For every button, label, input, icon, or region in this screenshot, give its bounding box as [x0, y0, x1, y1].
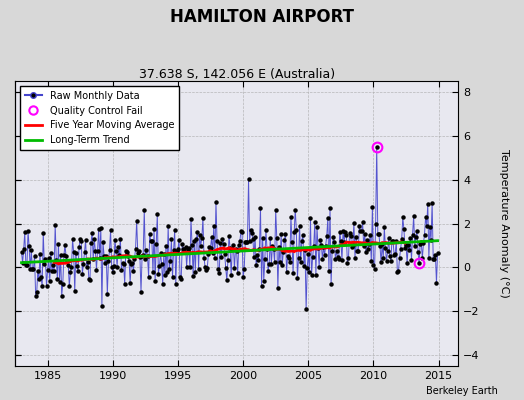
- Text: HAMILTON AIRPORT: HAMILTON AIRPORT: [170, 8, 354, 26]
- Legend: Raw Monthly Data, Quality Control Fail, Five Year Moving Average, Long-Term Tren: Raw Monthly Data, Quality Control Fail, …: [20, 86, 179, 150]
- Title: 37.638 S, 142.056 E (Australia): 37.638 S, 142.056 E (Australia): [138, 68, 335, 81]
- Y-axis label: Temperature Anomaly (°C): Temperature Anomaly (°C): [499, 149, 509, 298]
- Text: Berkeley Earth: Berkeley Earth: [426, 386, 498, 396]
